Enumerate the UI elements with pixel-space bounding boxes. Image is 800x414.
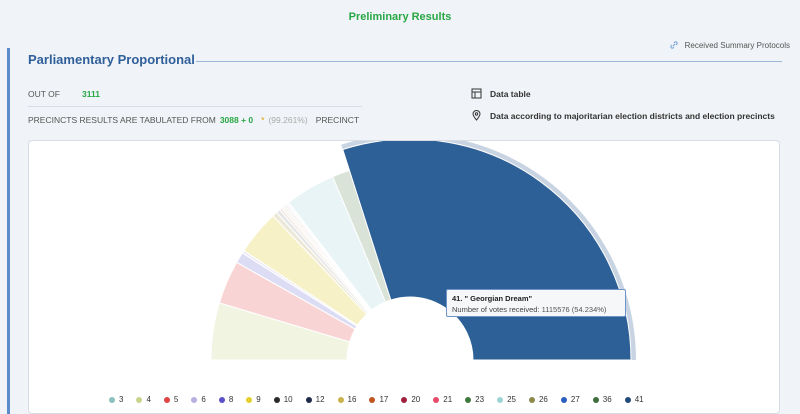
section-divider	[196, 61, 782, 62]
legend-item-26[interactable]: 26	[528, 395, 548, 404]
legend-item-8[interactable]: 8	[218, 395, 234, 404]
legend-label: 5	[173, 395, 179, 404]
table-icon	[471, 88, 482, 99]
legend-dot-icon	[337, 396, 344, 403]
chart-tooltip: 41. " Georgian Dream" Number of votes re…	[446, 289, 626, 317]
legend-item-9[interactable]: 9	[246, 395, 261, 404]
tooltip-votes-value: 1115576 (54.234%)	[541, 305, 607, 314]
legend-label: 21	[443, 395, 453, 404]
section-accent-bar	[7, 48, 10, 414]
link-icon	[669, 40, 679, 50]
legend-label: 26	[538, 395, 548, 404]
legend-item-17[interactable]: 17	[369, 395, 388, 404]
tooltip-title: 41. " Georgian Dream"	[452, 294, 533, 303]
legend-dot-icon	[497, 396, 504, 403]
data-table-link[interactable]: Data table	[471, 88, 531, 99]
pie-slice-41[interactable]	[342, 141, 632, 361]
data-table-label[interactable]: Data table	[490, 88, 531, 99]
legend-dot-icon	[136, 396, 143, 403]
received-protocols-label[interactable]: Received Summary Protocols	[684, 40, 790, 50]
precincts-value: 3088 + 0	[219, 115, 254, 125]
legend-item-36[interactable]: 36	[592, 395, 612, 404]
legend-dot-icon	[191, 396, 198, 403]
precincts-star: *	[261, 115, 265, 125]
chart-legend: 3 4 5 6 8 9 10 12 16 17 20 21 23 25 26 27 36 41	[109, 395, 644, 404]
legend-label: 8	[228, 395, 234, 404]
legend-dot-icon	[246, 396, 253, 403]
legend-label: 4	[146, 395, 151, 404]
legend-label: 3	[119, 395, 124, 404]
section-title: Parliamentary Proportional	[28, 52, 195, 67]
out-of-row: OUT OF 3111	[28, 89, 100, 99]
received-protocols-link[interactable]: Received Summary Protocols	[669, 40, 790, 50]
legend-item-6[interactable]: 6	[191, 395, 206, 404]
tooltip-votes-label: Number of votes received:	[452, 305, 540, 314]
precincts-row: PRECINCTS RESULTS ARE TABULATED FROM 308…	[28, 115, 359, 125]
legend-item-3[interactable]: 3	[109, 395, 123, 404]
legend-item-16[interactable]: 16	[337, 395, 357, 404]
legend-item-4[interactable]: 4	[136, 395, 151, 404]
legend-label: 9	[256, 395, 261, 404]
legend-item-20[interactable]: 20	[401, 395, 420, 404]
legend-label: 12	[315, 395, 325, 404]
out-of-label: OUT OF	[28, 89, 60, 99]
legend-label: 36	[602, 395, 612, 404]
legend-dot-icon	[624, 396, 631, 403]
precincts-prefix: PRECINCTS RESULTS ARE TABULATED FROM	[28, 115, 216, 125]
legend-item-23[interactable]: 23	[465, 395, 484, 404]
legend-dot-icon	[401, 396, 408, 403]
legend-item-27[interactable]: 27	[560, 395, 580, 404]
districts-data-label[interactable]: Data according to majoritarian election …	[490, 110, 775, 121]
legend-label: 25	[507, 395, 516, 404]
legend-dot-icon	[528, 396, 535, 403]
legend-label: 17	[379, 395, 389, 404]
legend-dot-icon	[465, 396, 472, 403]
legend-label: 6	[201, 395, 206, 404]
precincts-percent: (99.261%)	[268, 115, 308, 125]
legend-item-25[interactable]: 25	[497, 395, 516, 404]
legend-label: 20	[411, 395, 421, 404]
page-title: Preliminary Results	[348, 11, 452, 23]
out-of-value: 3111	[81, 89, 100, 99]
legend-dot-icon	[163, 396, 170, 403]
legend-dot-icon	[369, 396, 376, 403]
tooltip-votes: Number of votes received: 1115576 (54.23…	[452, 304, 620, 315]
legend-item-10[interactable]: 10	[273, 395, 293, 404]
legend-dot-icon	[433, 396, 440, 403]
precincts-suffix: PRECINCT	[315, 115, 360, 125]
legend-item-41[interactable]: 41	[624, 395, 644, 404]
districts-data-link[interactable]: Data according to majoritarian election …	[471, 110, 775, 121]
legend-dot-icon	[273, 396, 280, 403]
results-chart-card: 41. " Georgian Dream" Number of votes re…	[28, 140, 780, 414]
legend-item-5[interactable]: 5	[163, 395, 179, 404]
legend-dot-icon	[109, 396, 115, 403]
location-pin-icon	[471, 110, 482, 121]
stats-divider	[28, 106, 362, 107]
results-chart	[210, 141, 636, 361]
legend-dot-icon	[305, 396, 312, 403]
legend-label: 16	[347, 395, 357, 404]
legend-dot-icon	[592, 396, 599, 403]
legend-label: 41	[634, 395, 644, 404]
legend-dot-icon	[560, 396, 567, 403]
legend-label: 10	[283, 395, 293, 404]
legend-dot-icon	[218, 396, 225, 403]
legend-item-21[interactable]: 21	[433, 395, 452, 404]
legend-item-12[interactable]: 12	[305, 395, 325, 404]
legend-label: 27	[570, 395, 580, 404]
legend-label: 23	[475, 395, 485, 404]
